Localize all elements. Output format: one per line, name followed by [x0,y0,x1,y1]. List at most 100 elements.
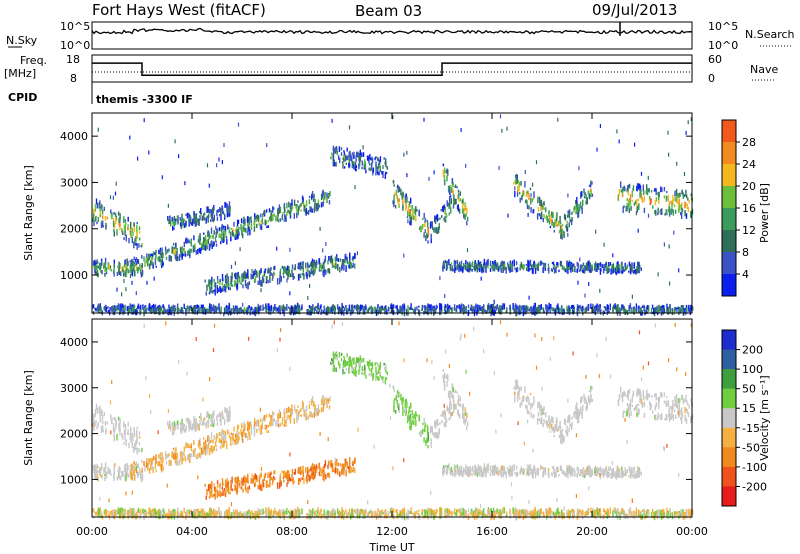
echo-cell [493,263,495,267]
echo-cell [194,450,196,455]
echo-cell [349,468,351,474]
echo-cell [206,444,208,450]
echo-cell [332,158,334,163]
echo-cell [279,475,281,482]
echo-cell [172,430,174,436]
echo-cell [263,414,266,420]
echo-cell [225,307,228,315]
echo-cell [297,413,299,421]
echo-cell [221,478,224,486]
echo-speck [136,261,138,266]
echo-cell [286,202,288,209]
echo-cell [514,267,516,270]
echo-cell [236,310,238,313]
echo-cell [434,309,436,313]
echo-cell [336,469,339,473]
echo-cell [577,262,579,270]
echo-cell [441,420,443,423]
echo-cell [113,263,115,270]
echo-cell [342,363,344,366]
echo-cell [411,307,414,311]
echo-cell [265,276,268,282]
echo-cell [197,305,200,308]
echo-speck [599,124,601,129]
echo-cell [213,278,215,283]
echo-cell [208,232,210,240]
echo-cell [288,266,290,271]
echo-cell [557,262,559,266]
echo-cell [348,158,350,164]
echo-cell [464,419,466,425]
echo-cell [507,264,510,269]
echo-cell [247,425,249,432]
echo-cell [201,422,203,426]
echo-cell [500,261,502,267]
echo-cell [139,231,141,234]
echo-cell [203,236,205,244]
echo-cell [345,162,347,165]
echo-cell [130,426,132,434]
echo-cell [203,441,205,448]
echo-cell [443,306,446,311]
echo-cell [582,306,584,311]
echo-cell [417,308,420,314]
echo-cell [314,404,316,411]
echo-speck [146,280,148,285]
echo-cell [386,309,388,315]
echo-cell [401,398,403,405]
echo-cell [461,404,464,410]
echo-cell [187,212,189,218]
echo-cell [654,200,657,206]
echo-cell [635,269,637,275]
echo-cell [254,473,256,480]
echo-cell [348,261,350,265]
echo-cell [117,303,120,311]
echo-cell [191,219,194,226]
echo-cell [339,307,342,313]
echo-cell [246,422,249,428]
echo-cell [658,191,660,197]
echo-cell [437,226,440,234]
echo-cell [451,392,453,398]
echo-cell [120,271,122,276]
echo-cell [424,422,426,428]
echo-cell [184,222,186,226]
echo-cell [521,192,524,197]
echo-cell [281,470,283,474]
power-ylabel: Slant Range [km] [22,165,35,261]
echo-cell [397,201,400,206]
echo-cell [307,267,309,272]
echo-cell [476,306,479,313]
echo-cell [204,447,206,451]
echo-cell [154,304,157,311]
echo-cell [318,462,321,468]
echo-cell [297,307,299,312]
echo-cell [478,307,480,312]
echo-cell [513,304,515,308]
echo-cell [312,404,315,407]
echo-cell [346,353,348,358]
echo-cell [676,307,678,313]
echo-cell [546,216,549,223]
echo-cell [308,270,310,277]
echo-cell [448,203,450,207]
echo-cell [688,304,690,312]
echo-cell [458,266,460,271]
echo-cell [260,430,263,435]
echo-cell [281,419,284,425]
echo-cell [374,362,376,366]
echo-cell [554,268,556,273]
echo-cell [562,229,564,237]
echo-cell [432,431,434,435]
echo-cell [141,474,144,479]
echo-cell [158,256,161,263]
echo-cell [615,307,618,314]
echo-cell [172,447,175,451]
echo-cell [260,220,262,226]
echo-speck [663,242,665,247]
echo-cell [371,158,374,164]
echo-cell [528,260,530,267]
echo-cell [104,462,107,470]
echo-speck [224,213,226,218]
echo-cell [116,476,119,481]
